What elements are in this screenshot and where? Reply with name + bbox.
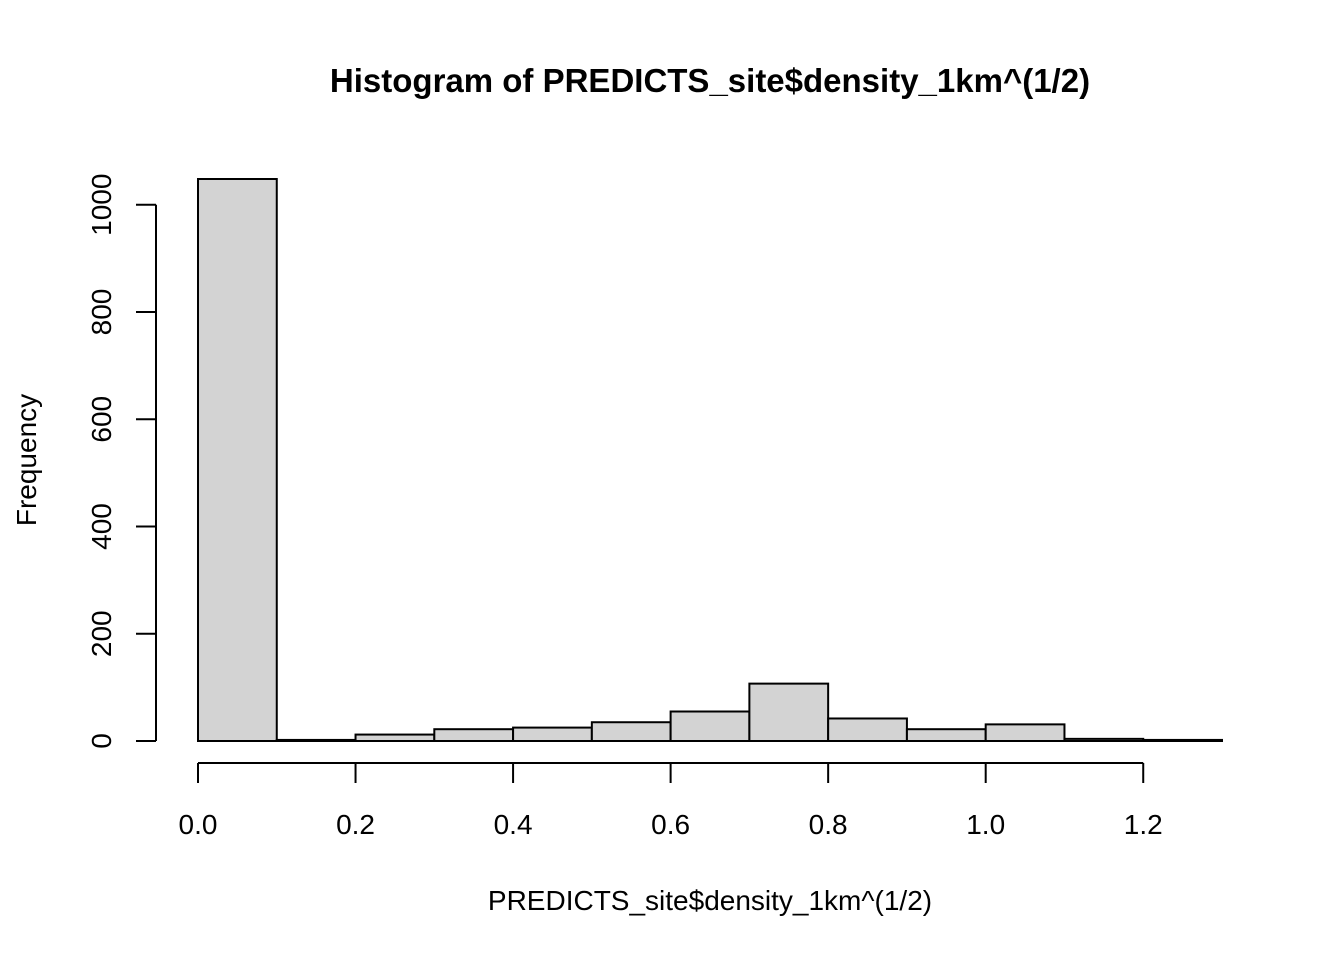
y-tick-label-1: 200: [86, 610, 117, 657]
x-tick-label-5: 1.0: [966, 809, 1005, 840]
y-axis-label: Frequency: [11, 394, 42, 526]
histogram-bar-0: [197, 178, 278, 742]
histogram-bar-4: [512, 726, 593, 742]
x-tick-label-4: 0.8: [809, 809, 848, 840]
x-tick-label-0: 0.0: [179, 809, 218, 840]
y-tick-label-3: 600: [86, 396, 117, 443]
histogram-bar-2: [354, 733, 436, 742]
y-tick-label-4: 800: [86, 289, 117, 336]
histogram-bar-12: [1142, 738, 1223, 743]
y-tick-label-2: 400: [86, 503, 117, 550]
y-tick-label-0: 0: [86, 733, 117, 749]
histogram-bar-1: [275, 738, 357, 743]
x-tick-label-3: 0.6: [651, 809, 690, 840]
histogram-bar-6: [669, 710, 751, 743]
x-tick-label-1: 0.2: [336, 809, 375, 840]
x-axis: 0.0 0.2 0.4 0.6 0.8 1.0 1.2: [179, 762, 1163, 840]
x-tick-label-2: 0.4: [494, 809, 533, 840]
y-tick-label-5: 1000: [86, 174, 117, 236]
y-axis: 0 200 400 600 800 1000: [86, 174, 157, 749]
histogram-bar-9: [905, 728, 987, 742]
histogram-bar-8: [827, 717, 908, 743]
histogram-bar-5: [590, 721, 672, 742]
chart-title: Histogram of PREDICTS_site$density_1km^(…: [330, 62, 1090, 99]
histogram-bar-7: [748, 682, 830, 743]
histogram-bar-11: [1063, 737, 1145, 743]
histogram-bar-10: [984, 723, 1066, 743]
x-tick-label-6: 1.2: [1124, 809, 1163, 840]
histogram-bar-3: [433, 728, 515, 742]
x-axis-label: PREDICTS_site$density_1km^(1/2): [488, 885, 932, 916]
bars-group: [197, 178, 1223, 743]
